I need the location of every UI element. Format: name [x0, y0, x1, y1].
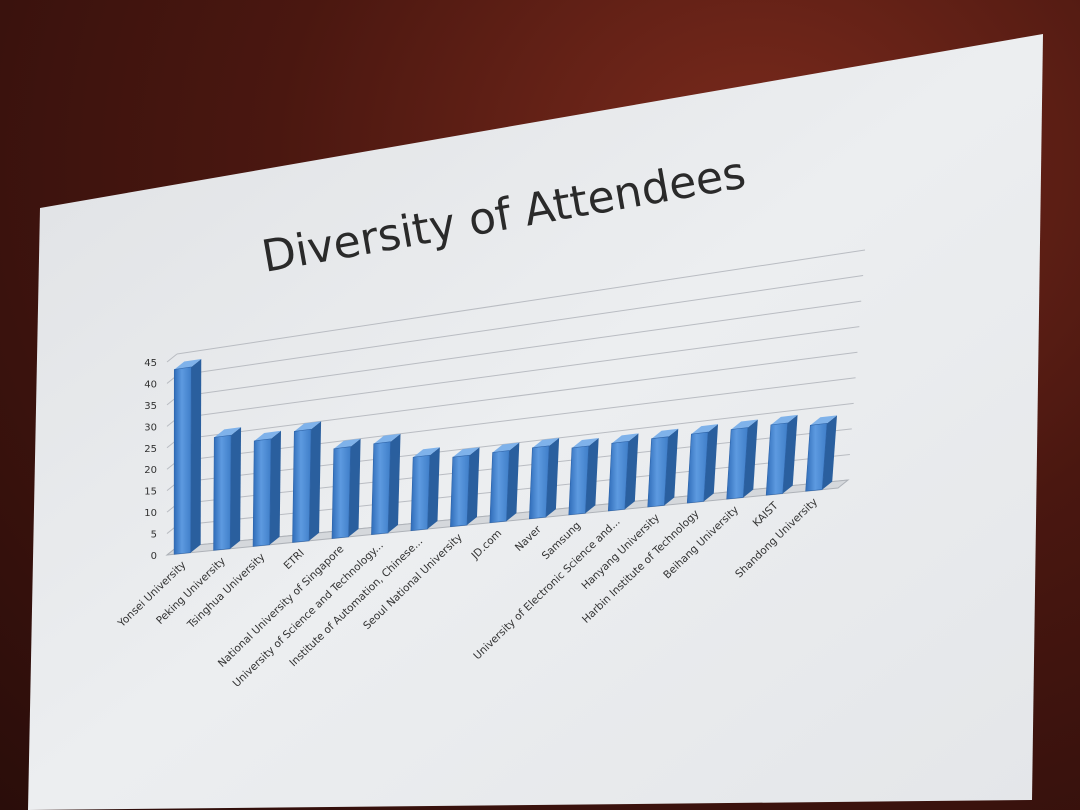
bar: [805, 423, 828, 492]
bar-side: [506, 442, 520, 522]
bar: [252, 438, 272, 547]
y-tick-label: 0: [151, 551, 157, 562]
bar: [647, 436, 669, 508]
bar-top: [810, 415, 838, 426]
bar-top: [770, 414, 798, 425]
bar: [292, 428, 312, 543]
y-tick-label: 40: [144, 379, 157, 390]
bar-top: [571, 438, 599, 448]
y-tick-label: 5: [151, 530, 157, 541]
bar-side: [388, 433, 401, 533]
bar: [765, 422, 788, 496]
bar-side: [269, 430, 282, 545]
bar: [213, 434, 232, 551]
bar-top: [611, 433, 639, 444]
bar: [568, 445, 590, 516]
gridline: [176, 326, 860, 419]
bar-side: [348, 438, 361, 537]
bar-top: [731, 419, 758, 430]
bar-top: [532, 437, 560, 448]
gridline: [176, 351, 858, 441]
bar-top: [492, 442, 520, 453]
bar: [450, 454, 470, 528]
bar-top: [294, 421, 322, 432]
bar-side: [466, 447, 480, 526]
bar: [331, 446, 351, 539]
y-tick-label: 15: [144, 487, 157, 498]
y-tick-label: 30: [144, 422, 157, 433]
y-tick-label: 25: [144, 444, 157, 455]
gridline: [176, 249, 866, 355]
bar-top: [254, 430, 282, 441]
gridline: [176, 300, 862, 398]
y-tick-label: 45: [144, 358, 157, 369]
projection-screen: [28, 34, 1043, 810]
bar-top: [413, 447, 440, 458]
y-tick-label: 10: [144, 508, 157, 519]
bar-side: [822, 415, 838, 490]
bar-side: [230, 427, 242, 549]
bar-side: [624, 433, 639, 510]
y-tick-label: 35: [144, 401, 157, 412]
bar-side: [782, 414, 798, 494]
bar-side: [309, 421, 322, 541]
bar: [371, 441, 391, 535]
gridline: [176, 275, 864, 376]
bar-top: [452, 447, 480, 458]
bar-side: [427, 447, 440, 529]
bar: [529, 445, 550, 520]
bar-side: [545, 437, 560, 518]
bar-side: [743, 419, 758, 498]
bar: [173, 366, 192, 555]
bar: [489, 450, 510, 524]
bar: [726, 427, 749, 500]
bar-top: [691, 424, 719, 435]
bar: [686, 431, 709, 504]
bar-top: [333, 438, 361, 449]
gridline: [176, 377, 856, 462]
bar-side: [190, 358, 202, 553]
gridline-side: [166, 353, 178, 363]
bar: [410, 454, 431, 531]
bar-top: [651, 428, 679, 439]
bar-side: [585, 438, 599, 514]
bar-top: [214, 427, 242, 438]
bar-top: [174, 358, 202, 370]
bar-top: [373, 433, 401, 444]
bar: [607, 441, 629, 512]
y-tick-label: 20: [144, 465, 157, 476]
